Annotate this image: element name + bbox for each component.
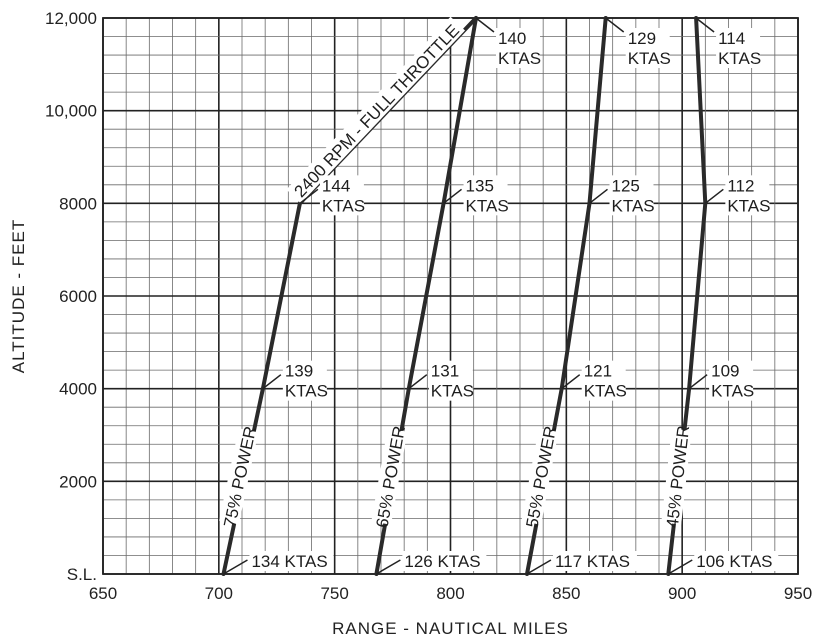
series-label-group: 55% POWER — [521, 424, 561, 529]
series-label-group: 65% POWER — [371, 424, 409, 529]
annotation-leader — [605, 17, 625, 33]
annotation-leader — [299, 188, 319, 204]
y-tick-label: 10,000 — [45, 102, 97, 121]
speed-annotation: 144 — [322, 176, 350, 195]
series-label-background — [661, 428, 692, 525]
annotation-leader — [704, 188, 724, 204]
speed-annotation: 106 KTAS — [696, 552, 772, 571]
x-tick-label: 700 — [205, 584, 233, 603]
series-label-background — [219, 428, 259, 525]
x-tick-label: 750 — [320, 584, 348, 603]
annotation-background — [716, 28, 761, 68]
x-tick-label: 650 — [89, 584, 117, 603]
series-label-group: 75% POWER — [219, 424, 260, 529]
speed-annotation: KTAS — [584, 382, 627, 401]
speed-annotation: 121 — [584, 362, 612, 381]
speed-annotation: KTAS — [322, 196, 365, 215]
annotation-background — [552, 551, 637, 571]
series-label-background — [371, 428, 408, 525]
annotation-background — [249, 551, 334, 571]
y-tick-label: S.L. — [67, 565, 97, 584]
speed-annotation: KTAS — [431, 382, 474, 401]
annotation-background — [581, 360, 626, 401]
annotation-leader — [561, 374, 581, 390]
speed-annotation: 129 — [628, 29, 656, 48]
speed-annotation: KTAS — [727, 196, 770, 215]
speed-annotation: KTAS — [285, 382, 328, 401]
speed-annotation: 125 — [612, 176, 640, 195]
speed-annotation: 112 — [727, 176, 754, 195]
series-label: 75% POWER — [220, 424, 260, 529]
speed-annotation: KTAS — [711, 382, 754, 401]
y-tick-label: 2000 — [59, 472, 97, 491]
grid — [102, 17, 799, 575]
annotation-leader — [695, 17, 715, 33]
speed-annotation: 135 — [466, 176, 494, 195]
annotation-leader — [443, 188, 463, 204]
x-axis-label: RANGE - NAUTICAL MILES — [332, 619, 569, 638]
speed-annotation: 114 — [718, 29, 745, 48]
series-label-background — [521, 428, 559, 525]
series-label: 65% POWER — [373, 424, 409, 529]
annotation-background — [725, 175, 770, 216]
speed-annotation: KTAS — [466, 196, 509, 215]
annotation-background — [319, 175, 364, 216]
speed-annotation: 139 — [285, 362, 313, 381]
annotation-background — [609, 175, 654, 216]
y-tick-label: 4000 — [59, 380, 97, 399]
annotation-leader — [688, 374, 708, 390]
series-label-group: 45% POWER — [661, 425, 693, 529]
x-tick-label: 850 — [552, 584, 580, 603]
speed-annotation: KTAS — [628, 49, 671, 68]
annotation-leader — [526, 559, 552, 575]
y-tick-label: 8000 — [59, 194, 97, 213]
series-label: 55% POWER — [523, 424, 561, 529]
annotation-leader — [375, 559, 401, 575]
annotation-leader — [589, 188, 608, 204]
speed-annotation: 109 — [711, 362, 739, 381]
speed-annotation: KTAS — [718, 49, 761, 68]
tick-labels: 650 700 750 800 850 900 950 S.L. 2000 4000 6000 800… — [45, 9, 812, 603]
annotation-leader — [667, 559, 693, 575]
annotation-background — [694, 551, 779, 571]
y-axis-label: ALTITUDE - FEET — [9, 219, 28, 373]
x-tick-label: 900 — [668, 584, 696, 603]
annotation-leader — [262, 374, 282, 390]
series-label-background — [286, 16, 466, 204]
annotations: 140KTAS129KTAS114KTAS144KTAS135KTAS125KT… — [223, 17, 779, 575]
speed-annotation: 126 KTAS — [404, 552, 480, 571]
annotation-leader — [475, 17, 495, 33]
annotation-leader — [408, 374, 428, 390]
annotation-background — [428, 360, 473, 401]
y-tick-label: 6000 — [59, 287, 97, 306]
speed-annotation: 131 — [431, 362, 459, 381]
x-tick-label: 800 — [436, 584, 464, 603]
y-tick-label: 12,000 — [45, 9, 97, 28]
speed-annotation: 140 — [498, 29, 526, 48]
speed-annotation: 134 KTAS — [251, 552, 327, 571]
annotation-background — [282, 360, 327, 401]
speed-annotation: KTAS — [612, 196, 655, 215]
annotation-background — [709, 360, 754, 401]
speed-annotation: KTAS — [498, 49, 541, 68]
annotation-leader — [223, 559, 248, 575]
annotation-background — [402, 551, 487, 571]
annotation-background — [463, 175, 508, 216]
annotation-background — [625, 28, 670, 68]
annotation-background — [495, 28, 540, 68]
x-tick-label: 950 — [784, 584, 812, 603]
speed-annotation: 117 KTAS — [555, 552, 630, 571]
